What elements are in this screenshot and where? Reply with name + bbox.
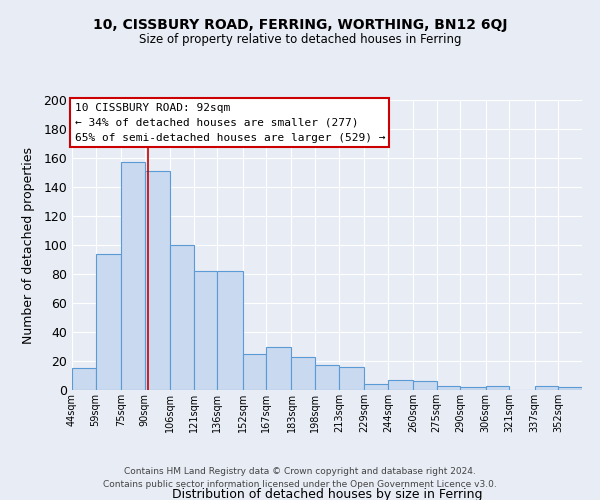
Bar (145, 171, 170, 390)
Bar (388, 380, 413, 390)
Text: Contains HM Land Registry data © Crown copyright and database right 2024.: Contains HM Land Registry data © Crown c… (124, 467, 476, 476)
Bar (266, 346, 292, 390)
Bar (315, 366, 339, 390)
Bar (460, 387, 485, 390)
Text: 10, CISSBURY ROAD, FERRING, WORTHING, BN12 6QJ: 10, CISSBURY ROAD, FERRING, WORTHING, BN… (93, 18, 507, 32)
Bar (72, 368, 95, 390)
Bar (437, 386, 460, 390)
Bar (194, 271, 217, 390)
Bar (559, 387, 582, 390)
Bar (339, 367, 364, 390)
Text: Contains public sector information licensed under the Open Government Licence v3: Contains public sector information licen… (103, 480, 497, 489)
Bar (95, 254, 121, 390)
Bar (170, 245, 194, 390)
Bar (535, 386, 559, 390)
Bar (413, 382, 437, 390)
X-axis label: Distribution of detached houses by size in Ferring: Distribution of detached houses by size … (172, 488, 482, 500)
Text: Size of property relative to detached houses in Ferring: Size of property relative to detached ho… (139, 32, 461, 46)
Bar (217, 271, 242, 390)
Bar (292, 356, 315, 390)
Text: 10 CISSBURY ROAD: 92sqm
← 34% of detached houses are smaller (277)
65% of semi-d: 10 CISSBURY ROAD: 92sqm ← 34% of detache… (74, 103, 385, 142)
Bar (364, 384, 388, 390)
Bar (242, 354, 266, 390)
Bar (121, 162, 145, 390)
Y-axis label: Number of detached properties: Number of detached properties (22, 146, 35, 344)
Bar (485, 386, 509, 390)
